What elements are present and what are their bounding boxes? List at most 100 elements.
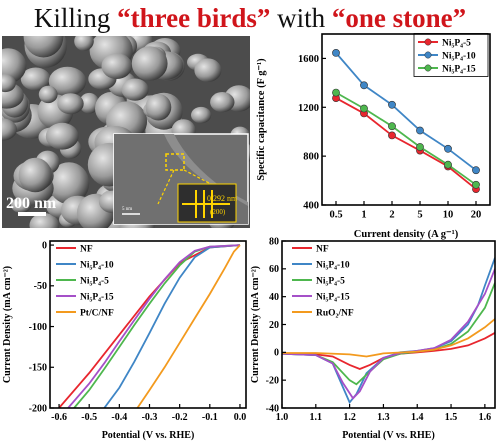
data-point — [416, 126, 424, 135]
y-tick-label: -150 — [29, 363, 47, 374]
y-tick-label: -40 — [266, 403, 279, 414]
sem-grain — [57, 93, 84, 115]
series-line — [282, 257, 495, 405]
legend-label: RuO₂/NF — [316, 309, 354, 319]
y-tick-label: 0 — [274, 348, 279, 359]
legend-label: Ni₅P₄-5 — [80, 277, 109, 287]
tem-inset: 0.292 nm (200) 5 nm — [113, 133, 249, 225]
x-tick-label: -0.5 — [81, 412, 97, 423]
series-line — [335, 91, 477, 186]
legend-label: Ni₅P₄-5 — [442, 39, 471, 49]
data-point — [360, 104, 368, 113]
data-point — [444, 144, 452, 153]
sem-grain — [11, 197, 32, 213]
sem-grain — [79, 92, 100, 114]
x-tick-label: 0.0 — [234, 412, 247, 423]
sem-grain — [145, 93, 172, 121]
sem-grain — [45, 122, 79, 150]
y-tick-label: 60 — [269, 264, 279, 275]
legend-label: Ni₅P₄-10 — [442, 52, 476, 62]
inset-scalebar-label: 5 nm — [122, 207, 132, 212]
x-tick-label: -0.1 — [202, 412, 218, 423]
sem-grain — [2, 74, 16, 93]
legend-marker — [424, 51, 432, 59]
sem-grain — [48, 66, 87, 97]
y-tick-label: -200 — [29, 403, 47, 414]
sem-grain — [210, 92, 235, 113]
sem-grain — [20, 67, 51, 91]
page-title: Killing “three birds” with “one stone” — [33, 3, 467, 33]
data-point — [444, 160, 452, 169]
plot-frame — [321, 33, 491, 206]
x-tick-label: 1.3 — [377, 412, 390, 423]
sem-grain — [18, 157, 52, 193]
plot-frame — [281, 240, 496, 409]
scalebar-label: 200 nm — [6, 195, 57, 212]
lattice-spacing-label: 0.292 nm — [207, 194, 238, 203]
y-tick-label: 1200 — [298, 103, 319, 114]
series-line — [335, 52, 477, 171]
data-point — [416, 143, 424, 151]
y-axis-label: Current Density (mA cm⁻²) — [2, 266, 13, 383]
series-line — [67, 244, 241, 408]
y-tick-label: 80 — [269, 236, 279, 247]
legend-label: Pt/C/NF — [80, 309, 114, 319]
sem-grain — [101, 53, 133, 79]
y-tick-label: -100 — [29, 322, 47, 333]
data-point — [472, 180, 480, 189]
x-tick-label: 5 — [417, 210, 422, 221]
x-tick-label: 10 — [443, 210, 454, 221]
legend-label: NF — [80, 245, 93, 255]
x-tick-label: 1.1 — [310, 412, 323, 423]
legend-marker — [424, 38, 432, 46]
data-point — [332, 88, 340, 97]
legend-label: Ni₅P₄-15 — [442, 65, 476, 75]
x-tick-label: 1.5 — [445, 412, 458, 423]
legend-box — [413, 33, 489, 77]
x-tick-label: -0.2 — [172, 412, 188, 423]
legend-label: Ni₅P₄-10 — [316, 261, 350, 271]
lattice-plane-label: (200) — [210, 208, 226, 216]
sem-grain — [48, 162, 90, 205]
legend-label: Ni₅P₄-15 — [316, 293, 350, 303]
x-axis-label: Current density (A g⁻¹) — [354, 229, 459, 240]
x-tick-label: 1.4 — [411, 412, 424, 423]
x-tick-label: 1 — [361, 210, 366, 221]
scalebar — [18, 212, 46, 216]
legend-label: NF — [316, 245, 329, 255]
data-point — [332, 48, 340, 57]
series-line — [282, 282, 495, 386]
data-point — [388, 100, 396, 109]
legend-marker — [424, 64, 432, 72]
x-axis-label: Potential (V vs. RHE) — [342, 430, 435, 441]
sem-grain — [23, 36, 64, 58]
legend-label: Ni₅P₄-15 — [80, 293, 114, 303]
sem-grain — [29, 213, 60, 228]
series-line — [282, 268, 495, 400]
her-polarization-chart: -0.6 -0.5 -0.4 -0.3 -0.2 -0.1 0.0 -200 -150 -100 -… — [2, 240, 247, 441]
series-line — [103, 244, 241, 408]
sem-grain — [2, 118, 17, 141]
sem-grain — [74, 36, 94, 51]
x-tick-label: -0.6 — [51, 412, 67, 423]
sem-micrograph: 0.292 nm (200) 5 nm 200 nm — [2, 36, 250, 228]
x-tick-label: 20 — [471, 210, 482, 221]
y-tick-label: 400 — [303, 201, 319, 212]
y-tick-label: 20 — [269, 320, 279, 331]
x-tick-label: 1.0 — [276, 412, 289, 423]
sem-grain — [131, 46, 168, 81]
x-tick-label: -0.4 — [111, 412, 127, 423]
capacitance-chart: 0.5 1 2 5 10 20 400 800 1200 1600 Current density … — [256, 33, 491, 240]
plot-frame — [49, 240, 247, 409]
y-tick-label: -50 — [34, 281, 47, 292]
data-point — [360, 81, 368, 90]
x-tick-label: 2 — [389, 210, 394, 221]
y-tick-label: 1600 — [298, 54, 319, 65]
sem-grain — [121, 78, 149, 101]
x-tick-label: 0.5 — [329, 210, 342, 221]
series-line — [282, 318, 495, 358]
x-tick-label: -0.3 — [142, 412, 158, 423]
x-tick-label: 1.2 — [343, 412, 356, 423]
sem-grain — [191, 106, 212, 124]
data-point — [472, 166, 480, 175]
